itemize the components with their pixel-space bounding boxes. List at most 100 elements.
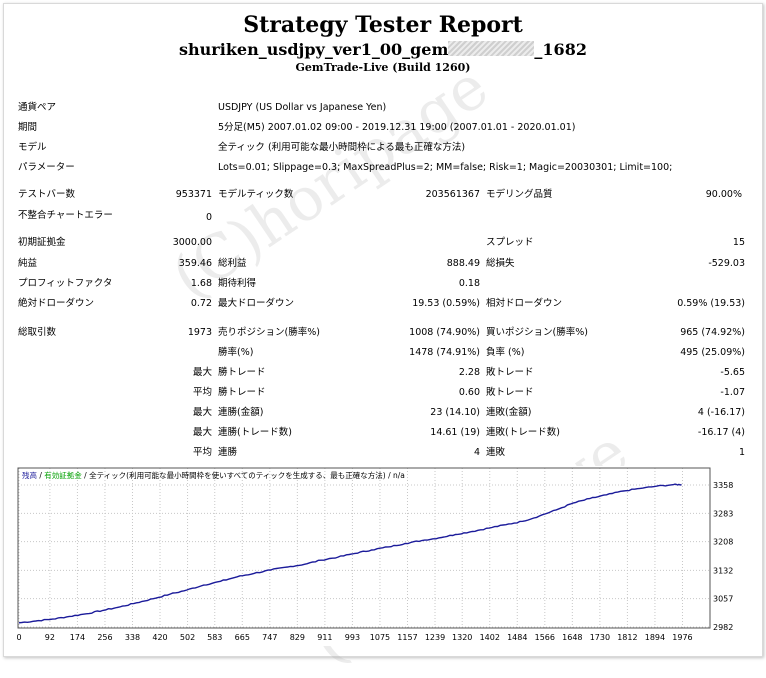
chart-background (16, 466, 750, 646)
abs-dd-value: 0.72 (190, 298, 212, 309)
avg-cons-win-value: 4 (473, 447, 480, 458)
ticks-label: モデルティック数 (218, 189, 294, 200)
avg-cons-loss-label: 連敗 (486, 447, 506, 458)
avg-word-1: 平均 (192, 387, 212, 398)
quality-label: モデリング品質 (486, 189, 553, 200)
model-value: 全ティック (利用可能な最小時間枠による最も正確な方法) (218, 142, 466, 153)
model-label: モデル (18, 142, 47, 153)
avg-cons-loss-value: 1 (738, 447, 745, 458)
x-axis-labels: 0 92 174 256 338 420 502 583 665 747 829 911 993 1075… (16, 633, 692, 642)
x-tick-label: 1648 (562, 633, 582, 642)
x-tick-label: 92 (45, 633, 55, 642)
legend-sep-2: / (82, 471, 89, 480)
symbol-label: 通貨ペア (18, 102, 57, 113)
bars-label: テストバー数 (18, 189, 76, 200)
x-tick-label: 1976 (672, 633, 692, 642)
x-tick-label: 1075 (370, 633, 390, 642)
gross-profit-label: 総利益 (218, 258, 247, 269)
y-tick-label: 3358 (713, 481, 733, 490)
cons-win-money-label: 連勝(金額) (218, 407, 264, 418)
legend-na: n/a (393, 471, 405, 480)
x-tick-label: 993 (345, 633, 360, 642)
symbol-value: USDJPY (US Dollar vs Japanese Yen) (218, 102, 387, 113)
trades-label: 総取引数 (18, 327, 57, 338)
build-info: GemTrade-Live (Build 1260) (295, 61, 471, 74)
legend-margin: 有効証拠金 (44, 470, 82, 480)
redacted-block (448, 41, 535, 56)
cons-loss-money-value: 4 (-16.17) (697, 407, 745, 418)
max-dd-value: 19.53 (0.59%) (412, 298, 480, 309)
y-tick-label: 3208 (713, 538, 733, 547)
net-value: 359.46 (178, 258, 212, 269)
spread-label: スプレッド (486, 237, 534, 248)
ea-name: shuriken_usdjpy_ver1_00_gem _1682 (0, 40, 766, 59)
largest-win-label: 勝トレード (218, 367, 266, 378)
largest-win-value: 2.28 (458, 367, 480, 378)
net-label: 純益 (18, 258, 38, 269)
pf-label: プロフィットファクタ (18, 278, 113, 289)
cons-loss-money-label: 連敗(金額) (486, 407, 532, 418)
lossrate-value: 495 (25.09%) (680, 347, 745, 358)
rel-dd-label: 相対ドローダウン (486, 298, 563, 309)
legend-balance: 残高 (22, 470, 37, 480)
x-tick-label: 420 (152, 633, 167, 642)
pf-value: 1.68 (190, 278, 212, 289)
cons-profit-label: 連勝(トレード数) (218, 427, 292, 438)
cons-win-money-value: 23 (14.10) (430, 407, 480, 418)
balance-line (18, 483, 682, 624)
errors-value: 0 (205, 212, 212, 223)
deposit-value: 3000.00 (172, 237, 212, 248)
report-title: Strategy Tester Report (243, 12, 523, 38)
avg-word-2: 平均 (192, 447, 212, 458)
lossrate-label: 負率 (%) (486, 347, 525, 358)
y-axis-labels: 2982 3057 3132 3208 3283 3358 (713, 481, 733, 632)
largest-loss-value: -5.65 (720, 367, 745, 378)
largest-loss-label: 敗トレード (486, 367, 534, 378)
x-tick-label: 174 (70, 633, 85, 642)
quality-value: 90.00% (705, 189, 742, 200)
chart-legend: 残高 / 有効証拠金 / 全ティック(利用可能な最小時間枠を使いすべてのティック… (22, 470, 405, 480)
abs-dd-label: 絶対ドローダウン (18, 298, 95, 309)
winrate-label: 勝率(%) (218, 347, 254, 358)
winrate-value: 1478 (74.91%) (409, 347, 480, 358)
max-dd-label: 最大ドローダウン (218, 298, 295, 309)
period-value: 5分足(M5) 2007.01.02 09:00 - 2019.12.31 19… (218, 122, 576, 133)
legend-model: 全ティック(利用可能な最小時間枠を使いすべてのティックを生成する、最も正確な方法… (89, 470, 386, 480)
period-label: 期間 (18, 122, 38, 133)
x-tick-label: 1812 (617, 633, 637, 642)
y-tick-label: 3283 (713, 509, 733, 518)
params-label: パラメーター (18, 162, 75, 173)
x-tick-label: 502 (180, 633, 195, 642)
short-value: 1008 (74.90%) (409, 327, 480, 338)
y-tick-label: 3132 (713, 566, 733, 575)
x-tick-label: 1402 (480, 633, 500, 642)
errors-label: 不整合チャートエラー (18, 210, 113, 221)
cons-profit-value: 14.61 (19) (430, 427, 480, 438)
spread-value: 15 (732, 237, 745, 248)
plot-border (17, 467, 711, 629)
rel-dd-value: 0.59% (19.53) (677, 298, 745, 309)
long-value: 965 (74.92%) (680, 327, 745, 338)
ea-name-prefix: shuriken_usdjpy_ver1_00_gem (179, 40, 449, 59)
x-tick-label: 1566 (535, 633, 555, 642)
cons-lossamt-label: 連敗(トレード数) (486, 427, 560, 438)
short-label: 売りポジション(勝率%) (218, 327, 320, 338)
deposit-label: 初期証拠金 (18, 237, 66, 248)
chart-grid (18, 468, 710, 628)
gross-loss-value: -529.03 (708, 258, 745, 269)
x-tick-label: 1730 (590, 633, 610, 642)
ticks-value: 203561367 (425, 189, 480, 200)
x-tick-label: 338 (125, 633, 140, 642)
y-tick-label: 3057 (713, 595, 733, 604)
params-value: Lots=0.01; Slippage=0.3; MaxSpreadPlus=2… (218, 162, 673, 173)
gross-profit-value: 888.49 (446, 258, 480, 269)
x-tick-label: 256 (97, 633, 112, 642)
max-word-3: 最大 (192, 427, 212, 438)
x-tick-label: 829 (290, 633, 305, 642)
x-tick-label: 747 (262, 633, 277, 642)
x-tick-label: 1894 (645, 633, 665, 642)
x-tick-label: 1320 (452, 633, 472, 642)
long-label: 買いポジション(勝率%) (486, 327, 588, 338)
avg-loss-value: -1.07 (720, 387, 745, 398)
max-word-2: 最大 (192, 407, 212, 418)
